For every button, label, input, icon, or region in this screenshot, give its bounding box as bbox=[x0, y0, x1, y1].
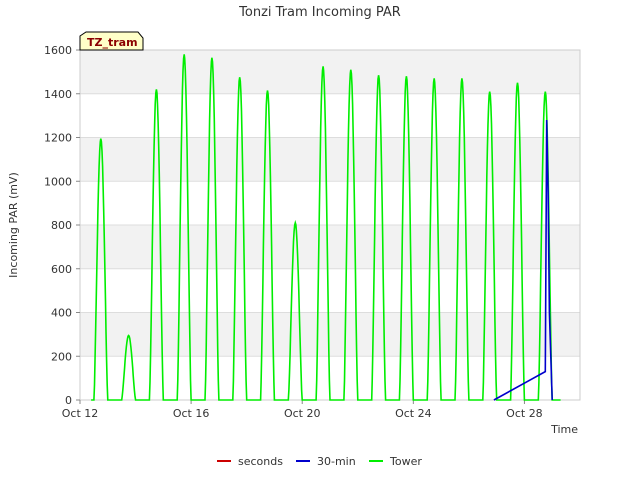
legend-label-seconds: seconds bbox=[238, 455, 283, 468]
x-tick-label: Oct 12 bbox=[62, 407, 99, 420]
x-tick-label: Oct 24 bbox=[395, 407, 432, 420]
background-bands bbox=[80, 50, 580, 400]
background-band bbox=[80, 312, 580, 357]
y-tick-label: 200 bbox=[51, 350, 72, 363]
background-band bbox=[80, 181, 580, 225]
x-tick-label: Oct 28 bbox=[506, 407, 543, 420]
site-badge: TZ_tram bbox=[79, 31, 144, 51]
y-tick-label: 1400 bbox=[44, 88, 72, 101]
series-tower-line bbox=[91, 54, 561, 401]
legend: seconds 30-min Tower bbox=[217, 455, 422, 468]
y-tick-label: 1200 bbox=[44, 132, 72, 145]
y-tick-label: 400 bbox=[51, 307, 72, 320]
legend-label-tower: Tower bbox=[389, 455, 422, 468]
y-axis-label: Incoming PAR (mV) bbox=[7, 172, 20, 278]
background-band bbox=[80, 225, 580, 269]
x-tick-label: Oct 20 bbox=[284, 407, 321, 420]
tower-line bbox=[91, 54, 561, 401]
y-tick-label: 1600 bbox=[44, 44, 72, 57]
chart-title: Tonzi Tram Incoming PAR bbox=[238, 5, 401, 20]
legend-label-30min: 30-min bbox=[317, 455, 356, 468]
y-axis-ticks: 0 200 400 600 800 1000 1200 1400 1600 bbox=[44, 44, 80, 407]
background-band bbox=[80, 50, 580, 94]
x-axis-ticks: Oct 12 Oct 16 Oct 20 Oct 24 Oct 28 bbox=[62, 400, 543, 420]
site-badge-label: TZ_tram bbox=[87, 36, 138, 49]
30min-line bbox=[493, 119, 553, 401]
x-tick-label: Oct 16 bbox=[173, 407, 210, 420]
series-30min-line bbox=[493, 119, 553, 401]
y-tick-label: 600 bbox=[51, 263, 72, 276]
y-tick-label: 800 bbox=[51, 219, 72, 232]
y-tick-label: 0 bbox=[65, 394, 72, 407]
background-band bbox=[80, 93, 580, 138]
background-band bbox=[80, 268, 580, 313]
site-badge-shape bbox=[79, 31, 144, 51]
y-tick-label: 1000 bbox=[44, 175, 72, 188]
background-band bbox=[80, 137, 580, 182]
x-axis-label: Time bbox=[550, 423, 578, 436]
